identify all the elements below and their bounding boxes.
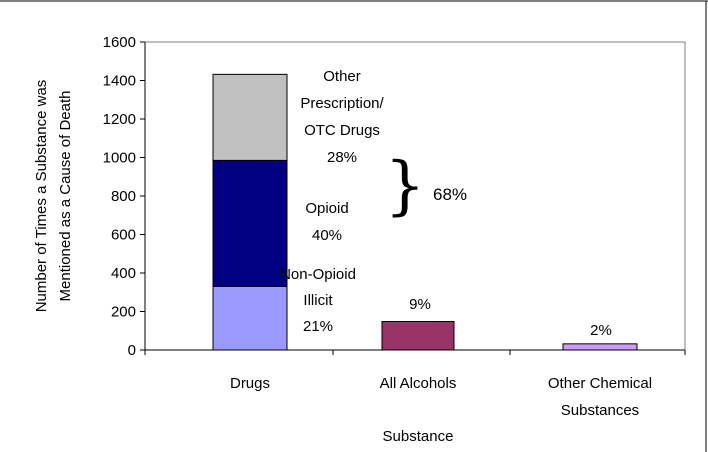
x-tick-label-alcohols: All Alcohols [380, 375, 457, 392]
segment-label-non-opioid: 21% [303, 318, 333, 335]
segment-label-opioid: 40% [312, 227, 342, 244]
y-tick-label: 0 [128, 342, 136, 359]
segment-label-other-chemical: 2% [590, 322, 612, 339]
y-tick-label: 400 [111, 265, 136, 282]
segment-label-other-rx: Other [323, 68, 361, 85]
segment-label-non-opioid: Illicit [303, 292, 333, 309]
bar-non-opioid [212, 285, 288, 351]
y-tick-label: 800 [111, 188, 136, 205]
bar-opioid [212, 159, 288, 287]
bracket-symbol: } [385, 149, 426, 223]
x-axis-title: Substance [383, 428, 454, 445]
bar-alcohols [381, 321, 455, 351]
segment-label-alcohols: 9% [409, 296, 431, 313]
segment-label-other-rx: OTC Drugs [304, 122, 380, 139]
bar-other-chemical [562, 343, 638, 351]
y-axis-title-line: Mentioned as a Cause of Death [57, 91, 74, 302]
y-tick-label: 1400 [103, 73, 136, 90]
y-tick-label: 1000 [103, 150, 136, 167]
segment-label-other-rx: Prescription/ [300, 95, 384, 112]
x-tick-label-other: Other Chemical [548, 375, 652, 392]
x-tick-label-other: Substances [561, 402, 639, 419]
bracket-total-label: 68% [433, 185, 467, 204]
segment-labels: Non-Opioid Illicit 21% Opioid 40% Other Prescr… [280, 68, 612, 339]
y-tick-label: 1600 [103, 34, 136, 51]
y-axis-title: Number of Times a Substance was Mentioned… [33, 80, 74, 313]
y-tick-label: 200 [111, 304, 136, 321]
segment-label-non-opioid: Non-Opioid [280, 266, 356, 283]
x-axis-tick-labels: Drugs All Alcohols Other Chemical Substance… [230, 375, 652, 419]
x-tick-label-drugs: Drugs [230, 375, 270, 392]
y-tick-label: 1200 [103, 111, 136, 128]
segment-label-opioid: Opioid [305, 200, 348, 217]
bar-other-rx [212, 73, 288, 161]
y-axis-title-line: Number of Times a Substance was [33, 80, 50, 313]
y-tick-label: 600 [111, 227, 136, 244]
segment-label-other-rx: 28% [327, 149, 357, 166]
bars-group [212, 73, 638, 351]
